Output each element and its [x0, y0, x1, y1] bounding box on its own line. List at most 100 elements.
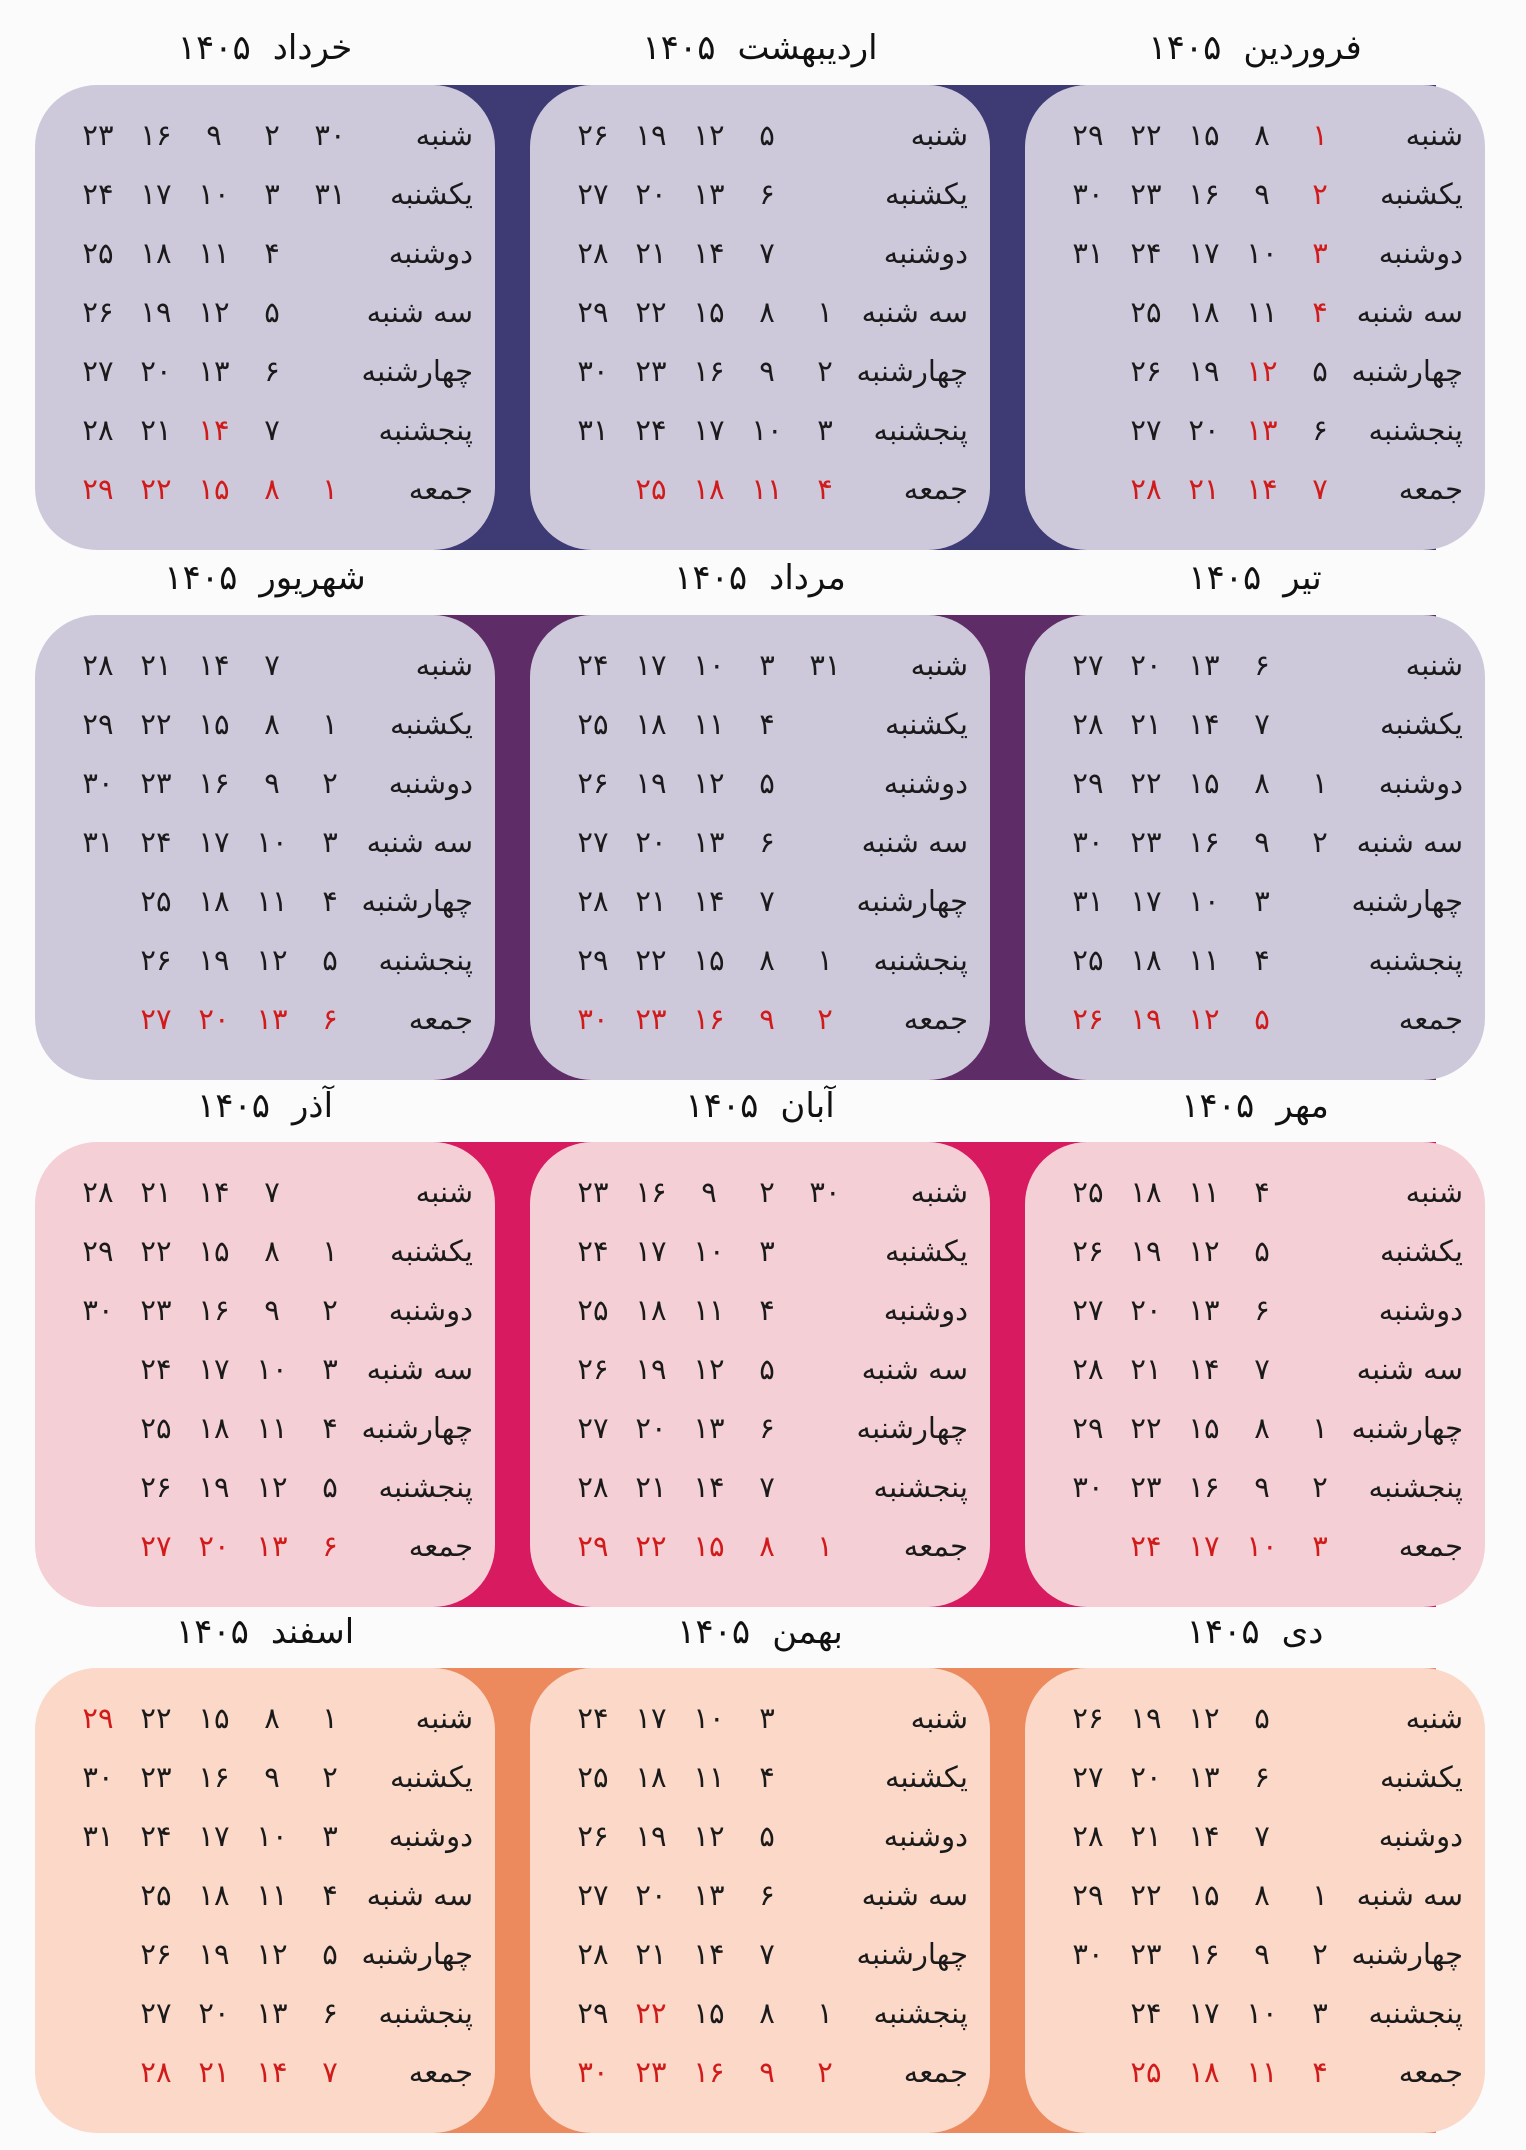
day-cell[interactable]: ۲۹: [82, 1701, 114, 1735]
day-cell[interactable]: ۶: [322, 1996, 338, 2030]
day-cell[interactable]: ۲۰: [635, 1411, 667, 1445]
day-cell[interactable]: ۲۹: [1072, 766, 1104, 800]
day-cell[interactable]: ۲۶: [1072, 1234, 1104, 1268]
day-cell[interactable]: ۲۵: [140, 1411, 172, 1445]
day-cell[interactable]: ۱۹: [140, 295, 172, 329]
day-cell[interactable]: ۵: [759, 1352, 775, 1386]
day-cell[interactable]: ۲۱: [635, 884, 667, 918]
day-cell[interactable]: ۲۰: [140, 354, 172, 388]
day-cell[interactable]: ۹: [1254, 825, 1270, 859]
day-cell[interactable]: ۱: [322, 1234, 338, 1268]
day-cell[interactable]: ۳: [264, 177, 280, 211]
day-cell[interactable]: ۲۷: [1072, 1293, 1104, 1327]
day-cell[interactable]: ۱۴: [693, 1937, 725, 1971]
day-cell[interactable]: ۲۱: [1130, 707, 1162, 741]
day-cell[interactable]: ۷: [759, 884, 775, 918]
day-cell[interactable]: ۳: [1254, 884, 1270, 918]
day-cell[interactable]: ۲۲: [635, 1529, 667, 1563]
day-cell[interactable]: ۲۲: [1130, 1411, 1162, 1445]
day-cell[interactable]: ۷: [264, 413, 280, 447]
day-cell[interactable]: ۲۰: [1130, 648, 1162, 682]
day-cell[interactable]: ۲۶: [140, 1937, 172, 1971]
day-cell[interactable]: ۲۱: [635, 1937, 667, 1971]
day-cell[interactable]: ۲: [322, 1760, 338, 1794]
day-cell[interactable]: ۱۵: [198, 707, 230, 741]
day-cell[interactable]: ۱۱: [1246, 2055, 1278, 2089]
day-cell[interactable]: ۲۰: [635, 1878, 667, 1912]
day-cell[interactable]: ۹: [1254, 1937, 1270, 1971]
day-cell[interactable]: ۸: [759, 943, 775, 977]
day-cell[interactable]: ۲۵: [140, 1878, 172, 1912]
day-cell[interactable]: ۸: [1254, 1878, 1270, 1912]
day-cell[interactable]: ۱۴: [1188, 1819, 1220, 1853]
day-cell[interactable]: ۳۱: [314, 177, 346, 211]
day-cell[interactable]: ۳۱: [809, 648, 841, 682]
day-cell[interactable]: ۱۸: [635, 1293, 667, 1327]
day-cell[interactable]: ۲۷: [140, 1996, 172, 2030]
day-cell[interactable]: ۸: [759, 295, 775, 329]
day-cell[interactable]: ۲۶: [577, 1819, 609, 1853]
day-cell[interactable]: ۲۵: [1130, 295, 1162, 329]
day-cell[interactable]: ۲۳: [635, 354, 667, 388]
day-cell[interactable]: ۶: [759, 825, 775, 859]
day-cell[interactable]: ۱۵: [1188, 766, 1220, 800]
day-cell[interactable]: ۵: [1312, 354, 1328, 388]
day-cell[interactable]: ۱۵: [1188, 1411, 1220, 1445]
day-cell[interactable]: ۲۴: [577, 1701, 609, 1735]
day-cell[interactable]: ۲۱: [1130, 1819, 1162, 1853]
day-cell[interactable]: ۵: [1254, 1234, 1270, 1268]
day-cell[interactable]: ۸: [759, 1529, 775, 1563]
day-cell[interactable]: ۱۳: [693, 1878, 725, 1912]
day-cell[interactable]: ۲۶: [82, 295, 114, 329]
day-cell[interactable]: ۱۱: [1246, 295, 1278, 329]
day-cell[interactable]: ۱۹: [198, 943, 230, 977]
day-cell[interactable]: ۶: [759, 1878, 775, 1912]
day-cell[interactable]: ۱۷: [198, 1352, 230, 1386]
day-cell[interactable]: ۱۶: [140, 118, 172, 152]
day-cell[interactable]: ۱۳: [693, 1411, 725, 1445]
day-cell[interactable]: ۱۱: [693, 1760, 725, 1794]
day-cell[interactable]: ۵: [1254, 1002, 1270, 1036]
day-cell[interactable]: ۸: [264, 1234, 280, 1268]
day-cell[interactable]: ۱۲: [693, 1352, 725, 1386]
day-cell[interactable]: ۱۸: [635, 1760, 667, 1794]
day-cell[interactable]: ۱۶: [1188, 1470, 1220, 1504]
day-cell[interactable]: ۱۴: [1246, 472, 1278, 506]
day-cell[interactable]: ۱: [1312, 1411, 1328, 1445]
day-cell[interactable]: ۹: [701, 1175, 717, 1209]
day-cell[interactable]: ۲۷: [577, 825, 609, 859]
day-cell[interactable]: ۱۲: [1188, 1002, 1220, 1036]
day-cell[interactable]: ۲۷: [577, 177, 609, 211]
day-cell[interactable]: ۳۰: [1072, 1937, 1104, 1971]
day-cell[interactable]: ۳۰: [82, 1760, 114, 1794]
day-cell[interactable]: ۲۴: [82, 177, 114, 211]
day-cell[interactable]: ۸: [264, 472, 280, 506]
day-cell[interactable]: ۹: [759, 2055, 775, 2089]
day-cell[interactable]: ۱۹: [1188, 354, 1220, 388]
day-cell[interactable]: ۱۶: [198, 1760, 230, 1794]
day-cell[interactable]: ۶: [759, 1411, 775, 1445]
day-cell[interactable]: ۸: [1254, 118, 1270, 152]
day-cell[interactable]: ۹: [759, 354, 775, 388]
day-cell[interactable]: ۲۰: [198, 1996, 230, 2030]
day-cell[interactable]: ۲۳: [1130, 825, 1162, 859]
day-cell[interactable]: ۱۵: [693, 1529, 725, 1563]
day-cell[interactable]: ۲۸: [1072, 707, 1104, 741]
day-cell[interactable]: ۷: [264, 1175, 280, 1209]
day-cell[interactable]: ۲: [322, 766, 338, 800]
day-cell[interactable]: ۵: [322, 943, 338, 977]
day-cell[interactable]: ۲۳: [577, 1175, 609, 1209]
day-cell[interactable]: ۱۷: [198, 1819, 230, 1853]
day-cell[interactable]: ۱۸: [198, 884, 230, 918]
day-cell[interactable]: ۱۶: [1188, 177, 1220, 211]
day-cell[interactable]: ۲۷: [140, 1002, 172, 1036]
day-cell[interactable]: ۴: [759, 1293, 775, 1327]
day-cell[interactable]: ۲۳: [635, 2055, 667, 2089]
day-cell[interactable]: ۳۰: [82, 766, 114, 800]
day-cell[interactable]: ۱۰: [693, 648, 725, 682]
day-cell[interactable]: ۲۰: [635, 825, 667, 859]
day-cell[interactable]: ۱۴: [198, 1175, 230, 1209]
day-cell[interactable]: ۱۸: [198, 1411, 230, 1445]
day-cell[interactable]: ۲۵: [140, 884, 172, 918]
day-cell[interactable]: ۵: [322, 1937, 338, 1971]
